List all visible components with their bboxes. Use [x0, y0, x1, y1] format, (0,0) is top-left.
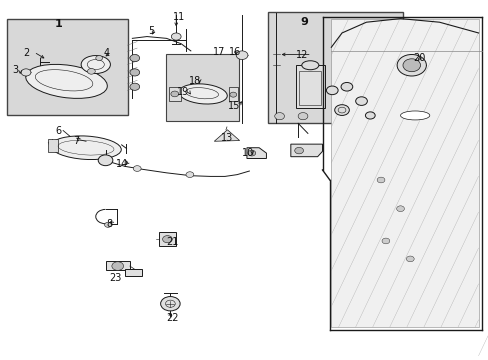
- Polygon shape: [290, 144, 322, 157]
- Bar: [168, 87, 181, 101]
- Circle shape: [247, 150, 255, 156]
- Circle shape: [334, 105, 348, 116]
- Bar: [105, 261, 130, 270]
- Text: 22: 22: [166, 313, 178, 323]
- Text: 7: 7: [73, 136, 79, 145]
- Bar: [299, 71, 321, 105]
- Bar: [6, 19, 128, 116]
- Circle shape: [396, 206, 404, 212]
- Text: 15: 15: [227, 102, 240, 112]
- Text: 1: 1: [54, 19, 62, 29]
- Circle shape: [185, 172, 193, 177]
- Circle shape: [104, 222, 111, 227]
- Circle shape: [298, 113, 307, 120]
- Circle shape: [98, 155, 113, 166]
- Circle shape: [162, 235, 172, 243]
- Bar: [159, 232, 176, 246]
- Text: 16: 16: [228, 46, 241, 57]
- Circle shape: [87, 68, 95, 74]
- Bar: [166, 54, 238, 121]
- Text: 23: 23: [109, 273, 121, 283]
- Circle shape: [381, 238, 389, 244]
- Circle shape: [171, 33, 181, 40]
- Circle shape: [396, 54, 426, 76]
- Text: 17: 17: [212, 46, 225, 57]
- Circle shape: [21, 69, 31, 76]
- Text: 4: 4: [104, 48, 110, 58]
- Text: 6: 6: [55, 126, 61, 135]
- Circle shape: [112, 262, 123, 270]
- Text: 18: 18: [188, 76, 201, 86]
- Text: 21: 21: [166, 237, 178, 247]
- Polygon shape: [246, 148, 266, 158]
- Text: 12: 12: [295, 50, 307, 60]
- Bar: [330, 19, 478, 327]
- Ellipse shape: [51, 136, 121, 159]
- Circle shape: [340, 82, 352, 91]
- Polygon shape: [214, 130, 239, 141]
- Text: 9: 9: [300, 17, 307, 27]
- Text: 14: 14: [115, 159, 127, 169]
- Circle shape: [170, 91, 178, 97]
- Text: 13: 13: [221, 133, 233, 143]
- Text: 20: 20: [412, 53, 425, 63]
- Circle shape: [355, 97, 366, 105]
- Circle shape: [130, 83, 140, 90]
- Text: 3: 3: [12, 64, 19, 75]
- Circle shape: [274, 113, 284, 120]
- Bar: [267, 12, 403, 123]
- Text: 19: 19: [177, 87, 189, 97]
- Ellipse shape: [81, 55, 110, 73]
- Bar: [228, 87, 237, 101]
- Bar: [295, 65, 325, 108]
- Ellipse shape: [400, 111, 429, 120]
- Circle shape: [130, 69, 140, 76]
- Circle shape: [160, 297, 180, 311]
- Text: 5: 5: [147, 26, 154, 36]
- Ellipse shape: [26, 64, 107, 98]
- Circle shape: [130, 54, 140, 62]
- Bar: [125, 269, 142, 276]
- Circle shape: [133, 166, 141, 171]
- Bar: [48, 139, 58, 152]
- Circle shape: [365, 112, 374, 119]
- Circle shape: [294, 147, 303, 154]
- Text: 2: 2: [23, 48, 29, 58]
- Ellipse shape: [179, 84, 227, 104]
- Text: 8: 8: [106, 219, 112, 229]
- Ellipse shape: [301, 61, 318, 70]
- Circle shape: [229, 92, 236, 97]
- Circle shape: [326, 86, 337, 95]
- Circle shape: [376, 177, 384, 183]
- Circle shape: [96, 55, 102, 60]
- Circle shape: [402, 59, 420, 72]
- Text: 10: 10: [242, 148, 254, 158]
- Circle shape: [406, 256, 413, 262]
- Text: 11: 11: [172, 12, 184, 22]
- Circle shape: [236, 51, 247, 59]
